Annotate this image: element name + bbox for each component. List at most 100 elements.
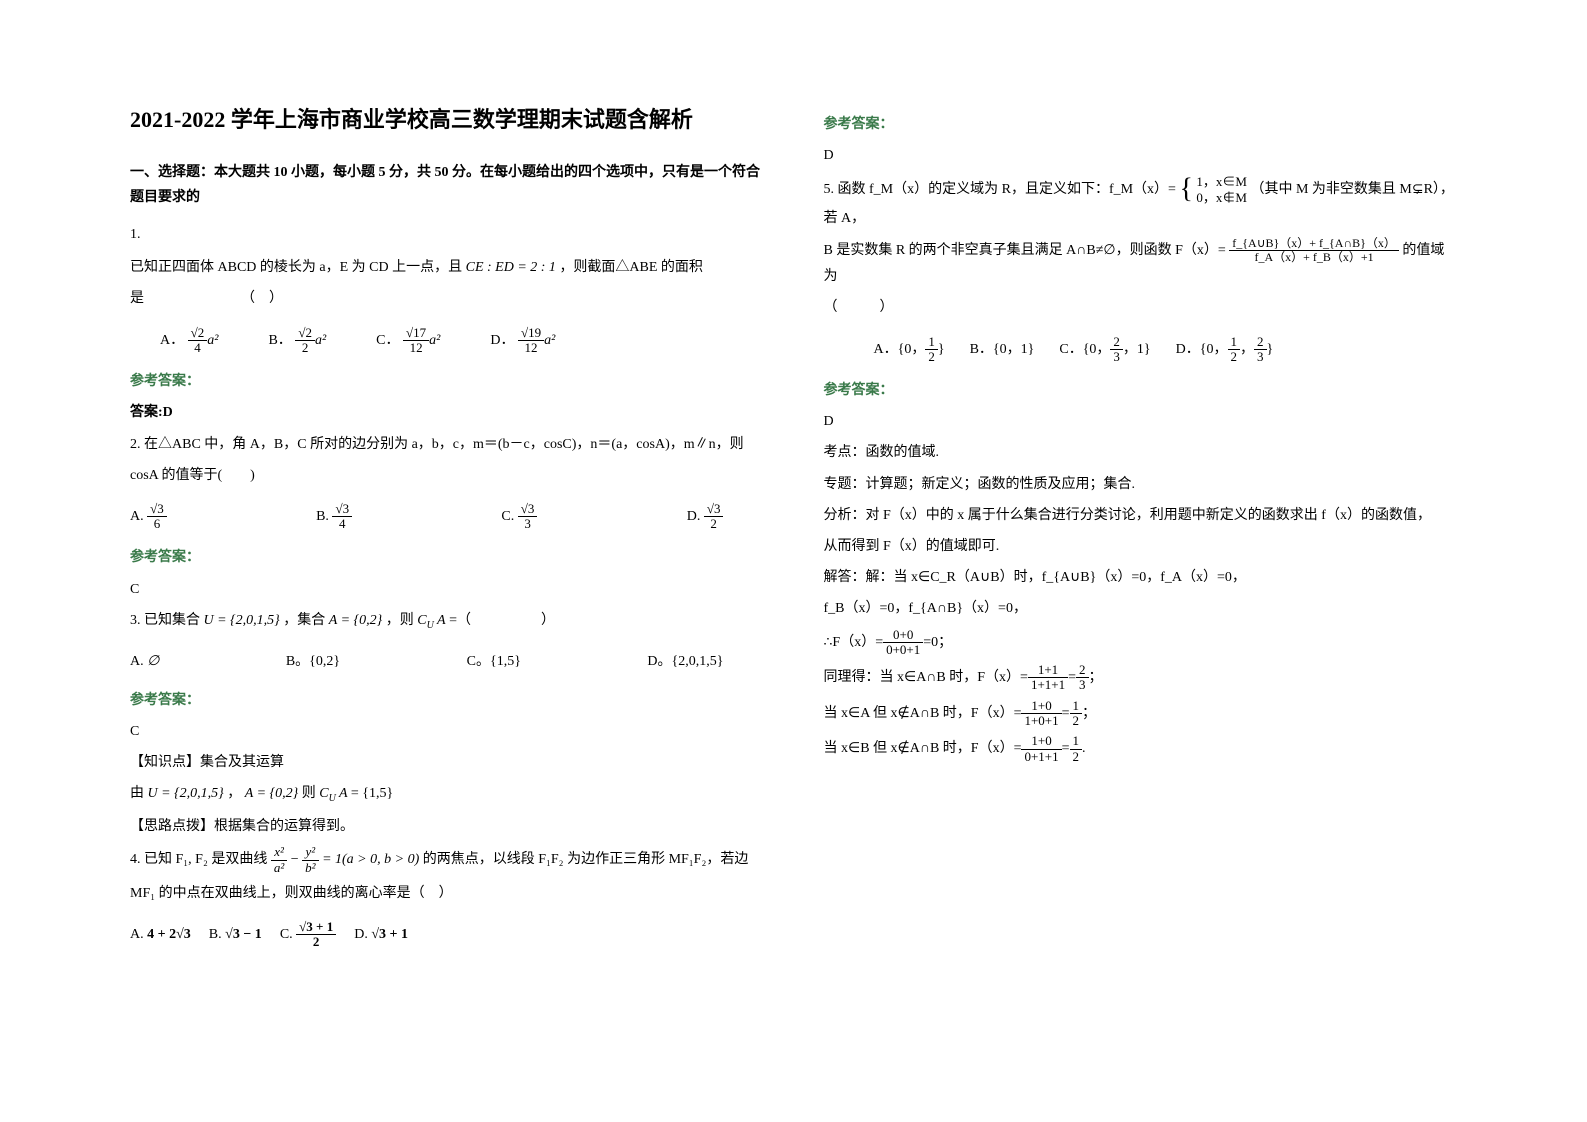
l: C．{0， — [1059, 342, 1110, 357]
t: 5. 函数 f_M（x）的定义域为 R，且定义如下：f_M（x）= — [824, 182, 1176, 197]
q1-opt-a: A． √24a² — [160, 326, 218, 356]
fs: a² — [207, 333, 218, 348]
t: U = {2,0,1,5} — [148, 786, 224, 801]
fn: 2 — [1110, 335, 1123, 350]
page-title: 2021-2022 学年上海市商业学校高三数学理期末试题含解析 — [130, 100, 764, 140]
q1-opt-d: D． √1912a² — [490, 326, 555, 356]
q1-body2: 是 （ ） — [130, 286, 764, 311]
q1-opt-c-label: C． — [376, 333, 399, 348]
c1: 1，x∈M — [1196, 174, 1247, 190]
t: = {1,5} — [351, 786, 393, 801]
l: B. — [209, 927, 222, 942]
fd: b² — [302, 861, 318, 875]
fd: 4 — [188, 341, 208, 355]
c: } — [1267, 342, 1274, 357]
q3-line: 3. 已知集合 U = {2,0,1,5} ，集合 A = {0,2} ，则 C… — [130, 608, 764, 635]
t: B 是实数集 R 的两个非空真子集且满足 A∩B≠∅，则函数 F（x）= — [824, 243, 1226, 258]
v: {2,0,1,5} — [672, 654, 724, 669]
t: = — [1062, 706, 1070, 721]
q2-opt-c: C. √33 — [501, 502, 537, 532]
q1-text-a: 已知正四面体 ABCD 的棱长为 a，E 为 CD 上一点，且 — [130, 260, 462, 275]
l: C. — [280, 927, 293, 942]
t: = — [1068, 670, 1076, 685]
q4-answer: D — [824, 143, 1458, 168]
fd: f_A（x）+ f_B（x）+1 — [1229, 251, 1399, 264]
fn: 1 — [1228, 335, 1241, 350]
fd: 3 — [1254, 350, 1267, 364]
q5-opt-d: D．{0，12，23} — [1176, 335, 1274, 365]
fd: 6 — [147, 517, 167, 531]
fd: 4 — [332, 517, 352, 531]
q5-jieda2: f_B（x）=0，f_{A∩B}（x）=0， — [824, 596, 1458, 621]
fd: 2 — [925, 350, 938, 364]
q5-line1: 5. 函数 f_M（x）的定义域为 R，且定义如下：f_M（x）= { 1，x∈… — [824, 174, 1458, 230]
fn: 0+0 — [883, 628, 923, 643]
q5-answer-label: 参考答案： — [824, 378, 1458, 403]
c: } — [938, 342, 945, 357]
q3-answer: C — [130, 719, 764, 744]
q1-opt-c: C． √1712a² — [376, 326, 440, 356]
q4-answer-label: 参考答案： — [824, 112, 1458, 137]
t: A = {0,2} — [245, 786, 298, 801]
right-column: 参考答案： D 5. 函数 f_M（x）的定义域为 R，且定义如下：f_M（x）… — [794, 100, 1488, 964]
fd: 2 — [704, 517, 724, 531]
q2-opt-a: A. √36 — [130, 502, 167, 532]
v: √3 − 1 — [225, 927, 262, 942]
q3-opt-d: D。{2,0,1,5} — [647, 649, 723, 674]
q5-zhuanti: 专题：计算题；新定义；函数的性质及应用；集合. — [824, 472, 1458, 497]
fn: 1 — [925, 335, 938, 350]
t: A = {0,2} — [329, 613, 382, 628]
q1-opt-b: B． √22a² — [268, 326, 326, 356]
fn: x² — [271, 845, 287, 860]
c: ， — [1240, 342, 1254, 357]
fn: 1 — [1070, 734, 1083, 749]
l: A. — [130, 654, 144, 669]
q5-fenxi1: 分析：对 F（x）中的 x 属于什么集合进行分类讨论，利用题中新定义的函数求出 … — [824, 503, 1458, 528]
fs: a² — [315, 333, 326, 348]
q1-answer: 答案:D — [130, 400, 764, 425]
q4-line1: 4. 已知 F₁, F₂ 是双曲线 x²a² − y²b² = 1(a > 0,… — [130, 845, 764, 875]
q1-number: 1. — [130, 222, 764, 247]
fn: √19 — [518, 326, 544, 341]
fd: a² — [271, 861, 287, 875]
q2-options: A. √36 B. √34 C. √33 D. √32 — [130, 502, 764, 532]
q1-body: 已知正四面体 ABCD 的棱长为 a，E 为 CD 上一点，且 CE : ED … — [130, 255, 764, 280]
q5-case3: 当 x∈A 但 x∉A∩B 时，F（x）=1+01+0+1=12； — [824, 699, 1458, 729]
fn: √3 + 1 — [299, 919, 333, 934]
exam-page: 2021-2022 学年上海市商业学校高三数学理期末试题含解析 一、选择题：本大… — [0, 0, 1587, 1004]
t: 当 x∈A 但 x∉A∩B 时，F（x）= — [824, 706, 1022, 721]
section-intro: 一、选择题：本大题共 10 小题，每小题 5 分，共 50 分。在每小题给出的四… — [130, 160, 764, 210]
q3-kp: 【知识点】集合及其运算 — [130, 750, 764, 775]
l: D。 — [647, 654, 671, 669]
fd: 0+0+1 — [883, 643, 923, 657]
c: ，1} — [1123, 342, 1151, 357]
left-column: 2021-2022 学年上海市商业学校高三数学理期末试题含解析 一、选择题：本大… — [100, 100, 794, 964]
q3-opt-b: B。{0,2} — [286, 649, 340, 674]
q1-ratio: CE : ED = 2 : 1 — [466, 260, 556, 275]
fn: √2 — [188, 326, 208, 341]
fn: f_{A∪B}（x）+ f_{A∩B}（x） — [1229, 237, 1399, 251]
q2-line2: cosA 的值等于( ) — [130, 463, 764, 488]
q4-options: A. 4 + 2√3 B. √3 − 1 C. √3 + 12 D. √3 + … — [130, 920, 764, 950]
q1-opt-b-label: B． — [268, 333, 291, 348]
l: B。 — [286, 654, 309, 669]
fd: 1+0+1 — [1021, 714, 1061, 728]
q4-line2: MF₁ 的中点在双曲线上，则双曲线的离心率是（ ） — [130, 881, 764, 906]
v: √3 + 1 — [371, 927, 408, 942]
v: {1,5} — [490, 654, 521, 669]
q5-kaodian: 考点：函数的值域. — [824, 440, 1458, 465]
fn: √2 — [295, 326, 315, 341]
t: 4. 已知 F₁, F₂ 是双曲线 — [130, 852, 267, 867]
t: − — [291, 852, 302, 867]
q5-options: A．{0，12} B．{0，1} C．{0，23，1} D．{0，12，23} — [874, 335, 1458, 365]
q2-line1: 2. 在△ABC 中，角 A，B，C 所对的边分别为 a，b，c，m＝(b－c，… — [130, 432, 764, 457]
fn: √17 — [403, 326, 429, 341]
c2: 0，x∉M — [1196, 190, 1247, 206]
l: D. — [354, 927, 368, 942]
fd: 2 — [1070, 750, 1083, 764]
fd: 0+1+1 — [1021, 750, 1061, 764]
q4-opt-a: A. 4 + 2√3 — [130, 922, 191, 947]
q3-sol: 由 U = {2,0,1,5} ， A = {0,2} 则 CU A = {1,… — [130, 781, 764, 808]
v: ∅ — [147, 654, 159, 669]
q3-answer-label: 参考答案： — [130, 688, 764, 713]
